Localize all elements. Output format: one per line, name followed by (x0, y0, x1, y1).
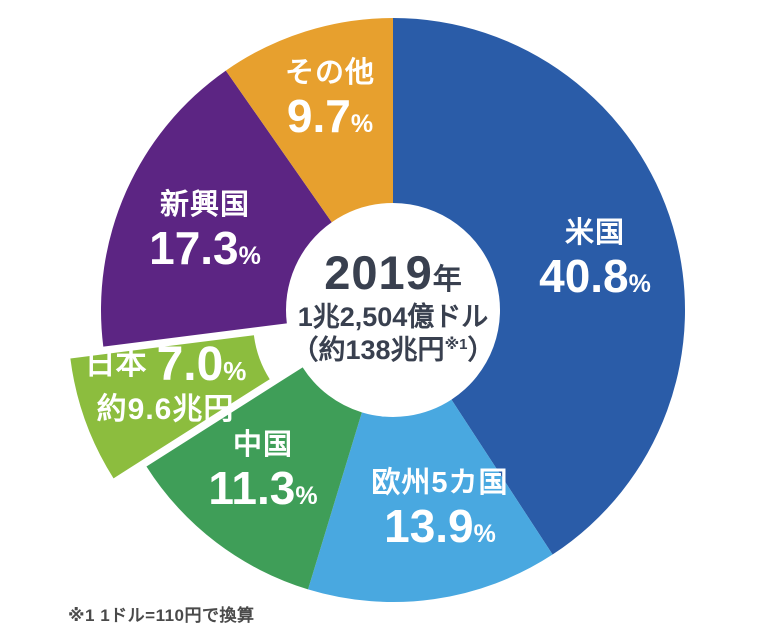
pie-slice-others (225, 18, 393, 223)
pie-slice-japan (70, 335, 270, 479)
pie-slice-china (146, 367, 362, 590)
pie-slice-emerging (100, 70, 332, 347)
pie-slice-us (393, 18, 686, 555)
pie-slice-europe (308, 399, 553, 603)
